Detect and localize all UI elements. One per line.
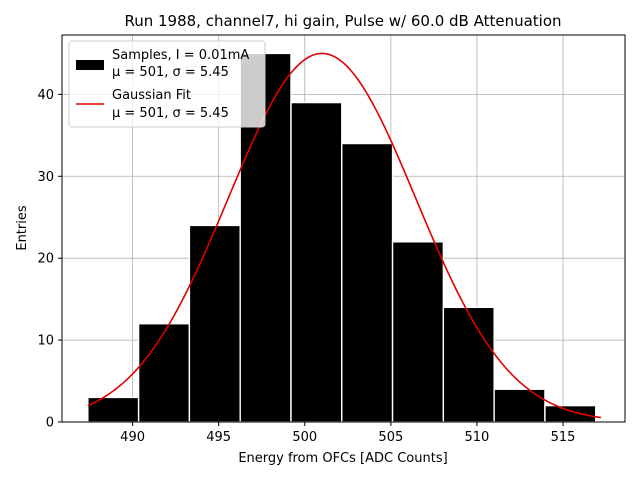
x-tick-label: 505 (378, 430, 403, 445)
histogram-bars (87, 52, 597, 423)
histogram-bar (391, 241, 445, 423)
histogram-bar (188, 224, 241, 423)
legend-histogram-swatch (76, 60, 104, 70)
legend-histogram-stats: μ = 501, σ = 5.45 (112, 65, 229, 80)
legend-box (68, 40, 266, 128)
gaussian-fit-curve-layer (87, 52, 602, 419)
y-axis-label: Entries (15, 205, 30, 251)
x-axis-label: Energy from OFCs [ADC Counts] (238, 451, 447, 466)
histogram-bar (137, 323, 191, 423)
x-tick-label: 500 (292, 430, 317, 445)
y-tick-label: 20 (37, 252, 54, 267)
plot-frame (61, 34, 626, 423)
histogram-bar (493, 388, 546, 423)
histogram-bar (442, 306, 495, 423)
y-tick-label: 0 (46, 416, 54, 431)
legend-histogram-label: Samples, I = 0.01mA (112, 48, 249, 63)
legend: Samples, I = 0.01mA μ = 501, σ = 5.45 Ga… (68, 40, 266, 128)
histogram-bar (544, 404, 597, 423)
gaussian-fit-curve (87, 52, 602, 419)
y-tick-label: 30 (37, 170, 54, 185)
x-tick-label: 510 (465, 430, 490, 445)
x-tick-label: 490 (120, 430, 145, 445)
y-tick-label: 10 (37, 334, 54, 349)
chart-title: Run 1988, channel7, hi gain, Pulse w/ 60… (124, 12, 561, 30)
axis-ticks: 490 495 500 505 510 515 0 10 20 30 40 (37, 88, 575, 445)
x-tick-label: 515 (551, 430, 576, 445)
histogram-bar (290, 101, 343, 423)
legend-fit-label: Gaussian Fit (112, 88, 191, 103)
histogram-bar (341, 142, 394, 423)
y-tick-label: 40 (37, 88, 54, 103)
legend-fit-stats: μ = 501, σ = 5.45 (112, 106, 229, 121)
x-tick-label: 495 (206, 430, 231, 445)
